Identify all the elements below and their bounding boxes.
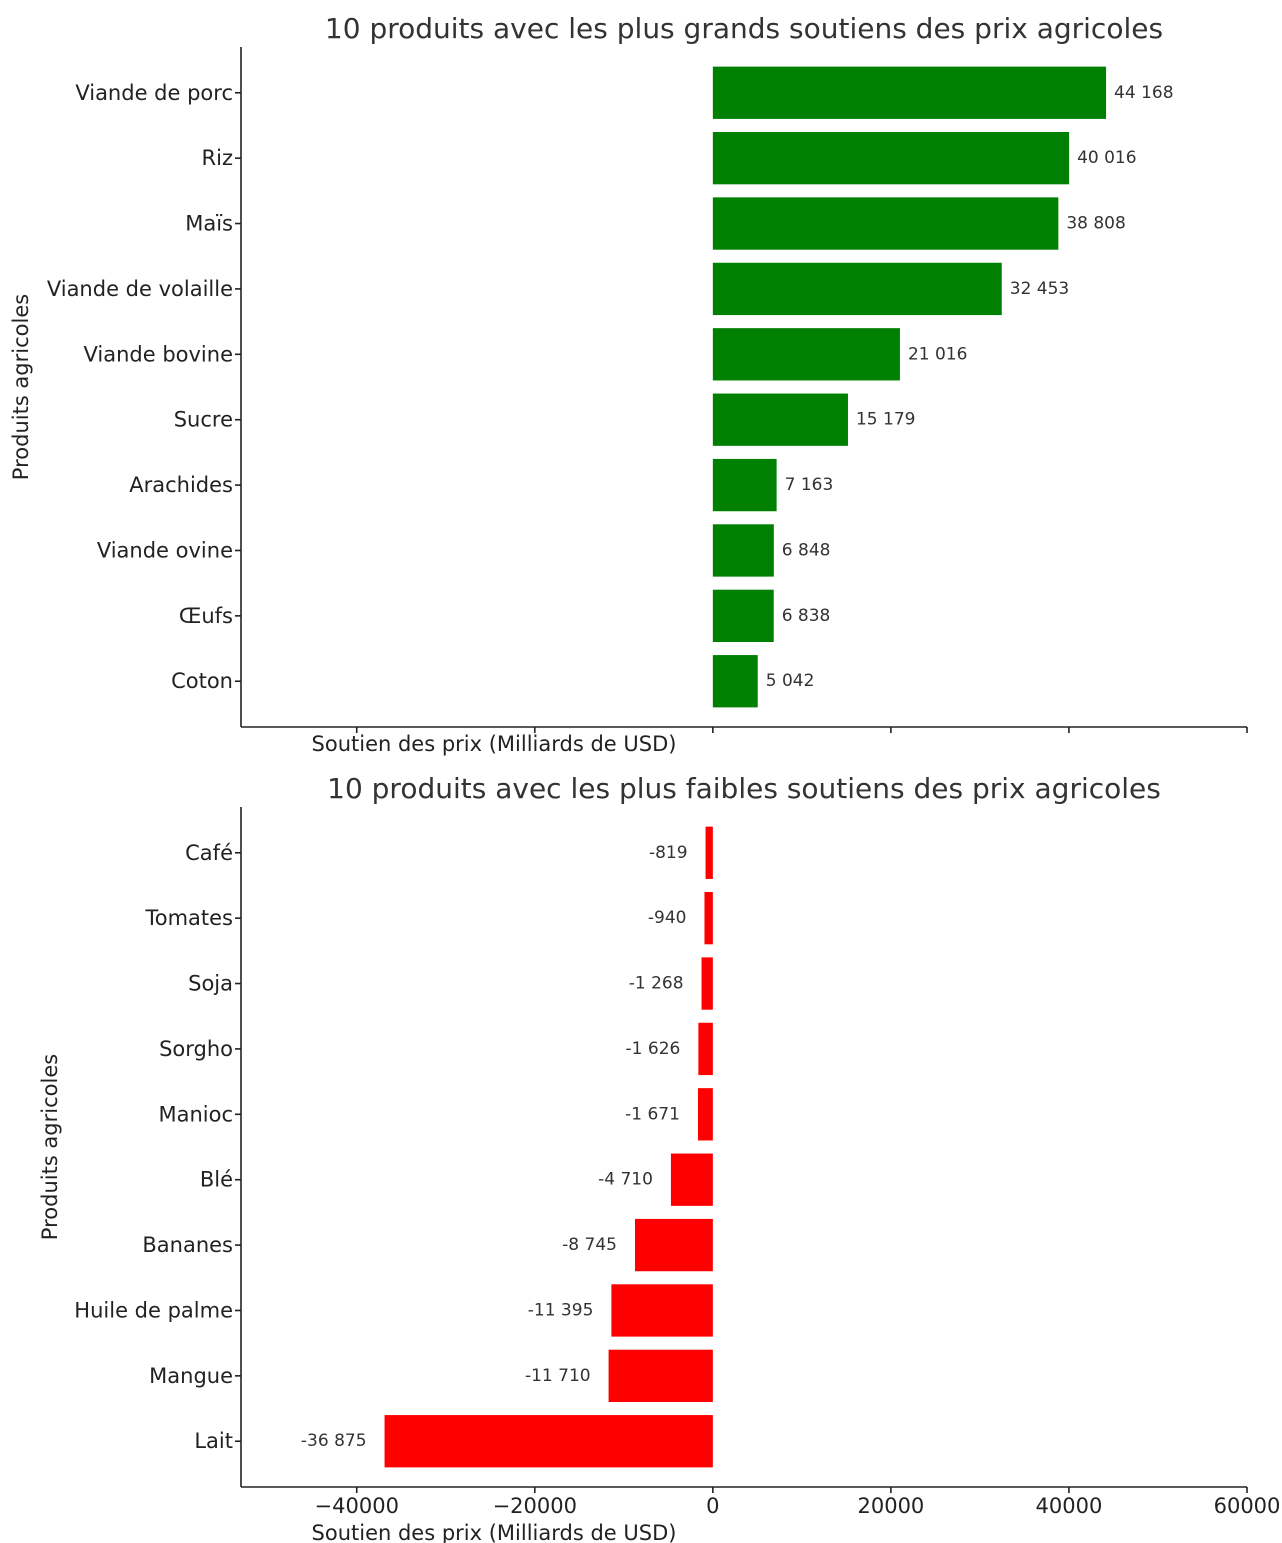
x-axis-label: Soutien des prix (Milliards de USD)	[312, 1521, 677, 1543]
bar	[712, 458, 777, 512]
category-label: Bananes	[142, 1233, 233, 1257]
category-label: Riz	[202, 146, 233, 170]
y-axis-label: Produits agricoles	[9, 294, 33, 480]
bar	[384, 1415, 713, 1468]
bar	[704, 892, 713, 945]
bar	[712, 66, 1107, 119]
bar-value-label: 15 179	[856, 410, 915, 430]
bar	[608, 1349, 713, 1402]
category-label: Soja	[188, 972, 233, 996]
category-label: Sorgho	[159, 1037, 233, 1061]
bar	[697, 1088, 713, 1141]
category-label: Lait	[194, 1429, 233, 1453]
bar-value-label: -11 710	[525, 1366, 591, 1386]
category-label: Manioc	[158, 1102, 233, 1126]
bar-value-label: -11 395	[528, 1300, 594, 1320]
bar-value-label: -819	[649, 843, 688, 863]
x-tick-label: 20000	[857, 1494, 924, 1518]
chart-title: 10 produits avec les plus grands soutien…	[325, 12, 1163, 45]
category-label: Huile de palme	[74, 1298, 233, 1322]
bar	[712, 524, 774, 577]
category-label: Viande de porc	[75, 81, 233, 105]
category-label: Sucre	[174, 408, 233, 432]
bar	[712, 262, 1002, 316]
bar	[712, 197, 1059, 250]
bar	[712, 655, 758, 708]
bar-value-label: 40 016	[1077, 148, 1136, 168]
bar-value-label: -940	[648, 908, 687, 928]
category-label: Blé	[200, 1168, 233, 1192]
bar-value-label: 5 042	[766, 671, 815, 691]
x-axis-label: Soutien des prix (Milliards de USD)	[312, 732, 677, 756]
bar	[712, 328, 900, 381]
bar	[705, 826, 713, 879]
x-tick-label: 0	[706, 1494, 719, 1518]
bar-value-label: 38 808	[1066, 214, 1125, 234]
bar-value-label: 21 016	[908, 344, 967, 364]
bar-value-label: -1 626	[626, 1039, 681, 1059]
chart-title: 10 produits avec les plus faibles soutie…	[327, 772, 1161, 805]
x-tick-label: −20000	[493, 1494, 577, 1518]
bar-value-label: 6 838	[782, 606, 831, 626]
bar-value-label: -1 268	[629, 974, 684, 994]
bar-value-label: -1 671	[625, 1104, 680, 1124]
category-label: Arachides	[129, 473, 233, 497]
bar	[712, 589, 774, 642]
bar-value-label: 32 453	[1010, 279, 1069, 299]
bar-value-label: 7 163	[785, 475, 834, 495]
category-label: Viande ovine	[97, 538, 233, 562]
bar-value-label: -8 745	[562, 1235, 617, 1255]
bar	[670, 1153, 713, 1206]
category-label: Café	[185, 841, 233, 865]
bar-value-label: 44 168	[1114, 83, 1173, 103]
bar-value-label: -4 710	[598, 1170, 653, 1190]
x-tick-label: 60000	[1214, 1494, 1281, 1518]
category-label: Coton	[171, 669, 233, 693]
category-label: Viande bovine	[83, 342, 233, 366]
x-tick-label: 40000	[1036, 1494, 1103, 1518]
bar	[712, 393, 848, 446]
bar	[701, 957, 713, 1010]
bar	[611, 1284, 713, 1337]
category-label: Maïs	[185, 212, 233, 236]
bar-value-label: 6 848	[782, 540, 831, 560]
y-axis-label: Produits agricoles	[38, 1054, 62, 1240]
x-tick-label: −40000	[315, 1494, 399, 1518]
bar	[698, 1022, 713, 1076]
bar	[712, 132, 1070, 185]
category-label: Tomates	[144, 906, 233, 930]
category-label: Viande de volaille	[47, 277, 233, 301]
bar-value-label: -36 875	[301, 1431, 367, 1451]
bar	[634, 1218, 713, 1272]
category-label: Mangue	[149, 1364, 233, 1388]
category-label: Œufs	[179, 604, 233, 628]
